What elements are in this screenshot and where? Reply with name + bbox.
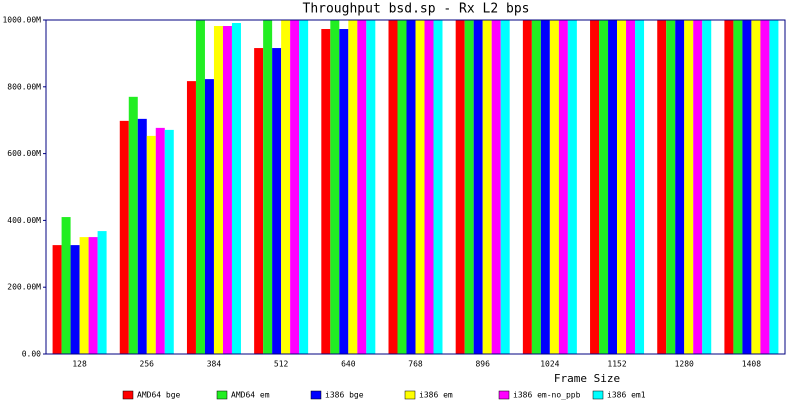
bar (70, 245, 80, 354)
bar (61, 217, 71, 354)
bar (348, 20, 358, 354)
legend-swatch (122, 390, 134, 400)
bar (231, 23, 241, 354)
bar (424, 20, 434, 354)
bar (769, 20, 779, 354)
bar (339, 29, 349, 354)
legend-label: i386 bge (325, 391, 364, 400)
bar (675, 20, 685, 354)
bar (357, 20, 367, 354)
bar (397, 20, 407, 354)
bar (281, 20, 291, 354)
bar (684, 20, 694, 354)
bar (137, 118, 147, 354)
bar (751, 20, 761, 354)
bar (406, 20, 416, 354)
bar (79, 237, 89, 354)
legend-swatch (216, 390, 228, 400)
y-tick-label: 800.00M (7, 82, 41, 91)
chart-title: Throughput bsd.sp - Rx L2 bps (303, 2, 530, 17)
bar (724, 20, 734, 354)
bar (531, 20, 541, 354)
bar (500, 20, 510, 354)
bar (693, 20, 703, 354)
legend-swatch (404, 390, 416, 400)
bar (540, 20, 550, 354)
bar (321, 29, 331, 354)
bar (590, 20, 600, 354)
bar (330, 20, 340, 354)
legend-swatch (310, 390, 322, 400)
plot-border (45, 19, 786, 355)
x-tick-label: 768 (408, 360, 423, 369)
bar (52, 245, 62, 354)
x-tick-label: 640 (341, 360, 356, 369)
x-axis-label: Frame Size (554, 372, 620, 385)
x-tick-label: 1280 (675, 360, 694, 369)
bar (299, 20, 309, 354)
bar (657, 20, 667, 354)
bar (155, 127, 165, 355)
bar (128, 96, 138, 354)
bar (213, 26, 223, 355)
y-tick-label: 0.00 (22, 350, 41, 359)
bar (482, 20, 492, 354)
x-tick-label: 896 (475, 360, 490, 369)
bar (702, 20, 712, 354)
legend-label: i386 em1 (607, 391, 646, 400)
legend-label: i386 em (419, 391, 453, 400)
legend-label: AMD64 bge (137, 391, 181, 400)
bar (290, 20, 300, 354)
legend-swatch (498, 390, 510, 400)
bar (733, 20, 743, 354)
bar (522, 20, 532, 354)
x-tick-label: 1408 (742, 360, 761, 369)
legend-label: i386 em-no_ppb (513, 391, 581, 400)
bar (473, 20, 483, 354)
bar (119, 120, 129, 354)
x-tick-label: 384 (207, 360, 222, 369)
bar (263, 20, 273, 354)
legend-swatch (592, 390, 604, 400)
bar (617, 20, 627, 354)
bar (164, 129, 174, 354)
bar (599, 20, 609, 354)
x-tick-label: 256 (140, 360, 155, 369)
bar (366, 20, 376, 354)
bar (491, 20, 501, 354)
x-tick-label: 512 (274, 360, 289, 369)
bar (204, 79, 214, 355)
bar (222, 26, 232, 355)
bar (272, 48, 282, 354)
bar (608, 20, 618, 354)
bar (415, 20, 425, 354)
x-tick-label: 1152 (607, 360, 626, 369)
bar (549, 20, 559, 354)
y-tick-label: 400.00M (7, 216, 41, 225)
bar (742, 20, 752, 354)
y-tick-label: 200.00M (7, 283, 41, 292)
bar (666, 20, 676, 354)
bar (567, 20, 577, 354)
bar (254, 48, 264, 354)
bar (433, 20, 443, 354)
bar (626, 20, 636, 354)
bar (388, 20, 398, 354)
x-tick-label: 1024 (540, 360, 559, 369)
bar (455, 20, 465, 354)
x-tick-label: 128 (72, 360, 87, 369)
bar (146, 135, 156, 354)
bar (88, 237, 98, 354)
bar (195, 20, 205, 354)
bar (760, 20, 770, 354)
bar (635, 20, 645, 354)
bar (97, 231, 107, 354)
y-tick-label: 1000.00M (2, 16, 41, 25)
bar (464, 20, 474, 354)
y-tick-label: 600.00M (7, 149, 41, 158)
legend-label: AMD64 em (231, 391, 270, 400)
bar (186, 81, 196, 354)
bar (558, 20, 568, 354)
